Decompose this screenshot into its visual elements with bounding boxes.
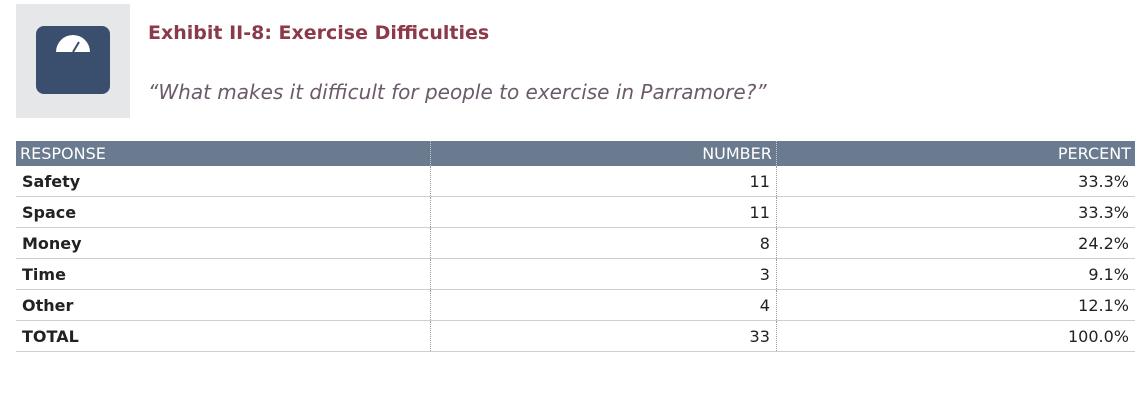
- table-cell: Safety: [16, 166, 432, 197]
- title: Exhibit II-8: Exercise Difficulties: [148, 22, 490, 44]
- table-cell: 11: [430, 196, 777, 228]
- subtitle: “What makes it difficult for people to e…: [148, 80, 767, 104]
- table-row: Safety 11 33.3%: [16, 166, 1135, 197]
- table-cell: 12.1%: [776, 289, 1135, 321]
- table-cell: 33: [430, 320, 777, 352]
- table-row: TOTAL 33 100.0%: [16, 320, 1135, 352]
- icon-svg: [36, 26, 110, 94]
- table-cell: Other: [16, 289, 432, 321]
- table-cell: 4: [430, 289, 777, 321]
- table-row: Time 3 9.1%: [16, 258, 1135, 290]
- table-row: Space 11 33.3%: [16, 196, 1135, 228]
- table-cell: 8: [430, 227, 777, 259]
- scale-icon: [16, 4, 130, 118]
- table-cell: 3: [430, 258, 777, 290]
- table-cell: TOTAL: [16, 320, 432, 352]
- table-cell: 24.2%: [776, 227, 1135, 259]
- table-cell: 33.3%: [776, 196, 1135, 228]
- table-cell: 33.3%: [776, 166, 1135, 197]
- column-header: PERCENT: [776, 141, 1135, 166]
- table-cell: Time: [16, 258, 432, 290]
- header-row: RESPONSE NUMBER PERCENT: [16, 141, 1135, 166]
- table-cell: Money: [16, 227, 432, 259]
- data-table: RESPONSE NUMBER PERCENT Safety 11 33.3% Space…: [16, 141, 1135, 352]
- table-body: Safety 11 33.3% Space 11 33.3% Money 8 24.2% Time…: [16, 166, 1135, 352]
- column-header: NUMBER: [430, 141, 777, 166]
- column-header: RESPONSE: [16, 141, 432, 166]
- table-row: Money 8 24.2%: [16, 227, 1135, 259]
- table-cell: 11: [430, 166, 777, 197]
- table-cell: Space: [16, 196, 432, 228]
- table-row: Other 4 12.1%: [16, 289, 1135, 321]
- table-cell: 100.0%: [776, 320, 1135, 352]
- table-cell: 9.1%: [776, 258, 1135, 290]
